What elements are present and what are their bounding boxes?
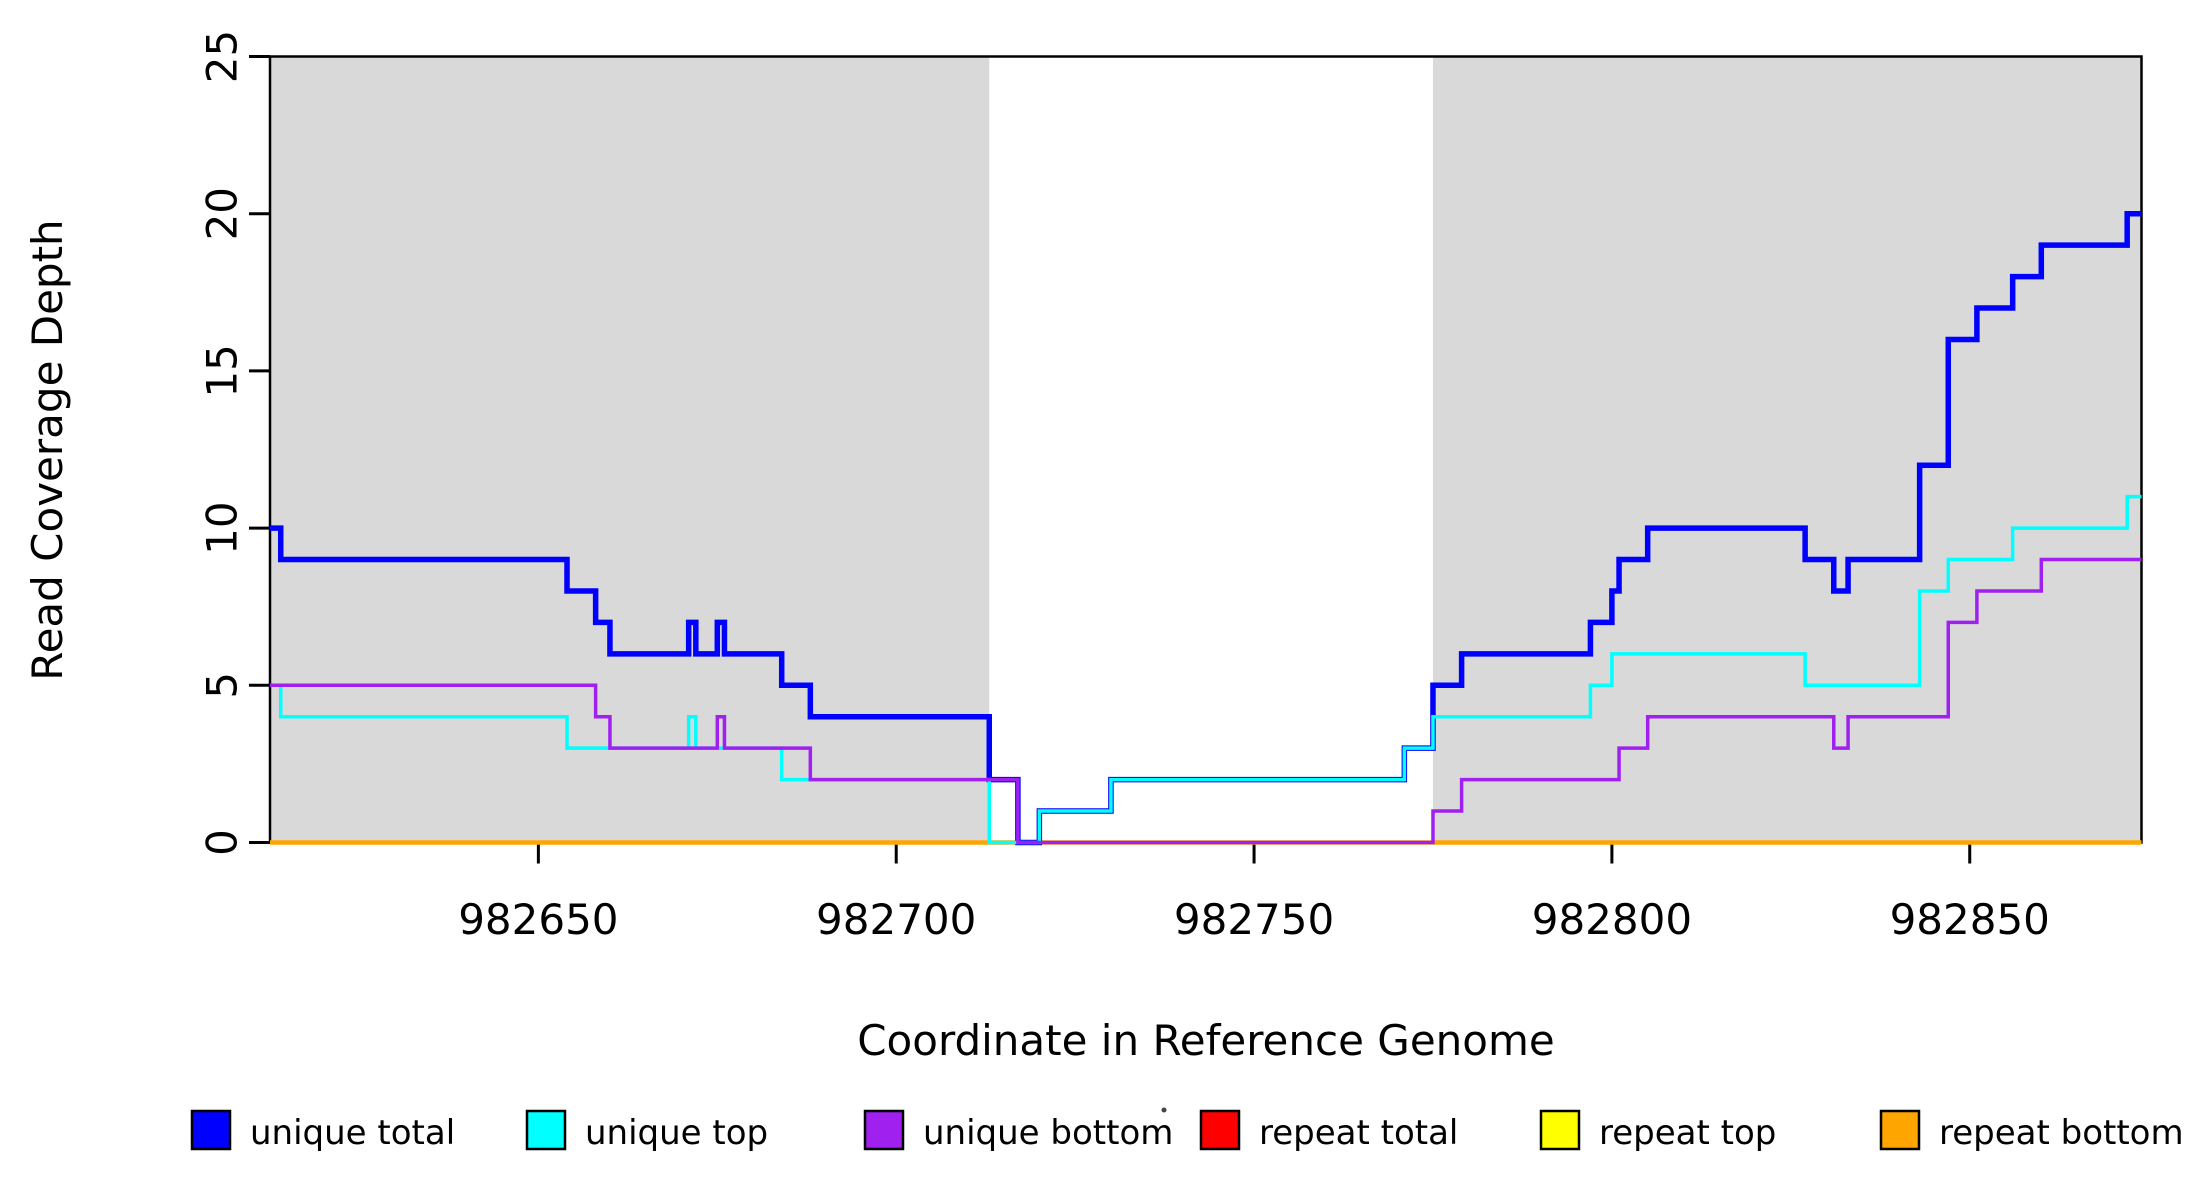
y-tick-label: 20 (198, 187, 247, 240)
series-line-unique-bottom (270, 557, 2142, 845)
stray-mark (1161, 1107, 1167, 1113)
legend-label-repeat-bottom: repeat bottom (1939, 1113, 2184, 1153)
legend-swatch-unique-bottom (863, 1109, 905, 1151)
y-tick-label: 5 (198, 672, 247, 699)
shaded-region (1432, 56, 2142, 843)
x-tick-label: 982850 (1890, 895, 2050, 944)
x-tick-label: 982650 (458, 895, 618, 944)
x-axis-title: Coordinate in Reference Genome (857, 1016, 1555, 1065)
shaded-region (270, 56, 990, 843)
legend-label-unique-total: unique total (250, 1113, 455, 1153)
x-tick-label: 982800 (1532, 895, 1692, 944)
legend-swatch-repeat-top (1539, 1109, 1581, 1151)
series-line-unique-top (270, 494, 2142, 845)
y-tick-label: 10 (198, 501, 247, 554)
y-axis-title: Read Coverage Depth (23, 219, 72, 681)
y-tick-label: 15 (198, 344, 247, 397)
legend-label-unique-top: unique top (585, 1113, 768, 1153)
legend-swatch-unique-top (525, 1109, 567, 1151)
legend-swatch-repeat-total (1199, 1109, 1241, 1151)
legend-swatch-unique-total (190, 1109, 232, 1151)
legend-label-unique-bottom: unique bottom (923, 1113, 1173, 1153)
legend-label-repeat-total: repeat total (1259, 1113, 1458, 1153)
x-tick-label: 982750 (1174, 895, 1334, 944)
y-tick-label: 25 (198, 30, 247, 83)
y-tick-label: 0 (198, 829, 247, 856)
legend-label-repeat-top: repeat top (1599, 1113, 1776, 1153)
x-tick-label: 982700 (816, 895, 976, 944)
legend-swatch-repeat-bottom (1879, 1109, 1921, 1151)
